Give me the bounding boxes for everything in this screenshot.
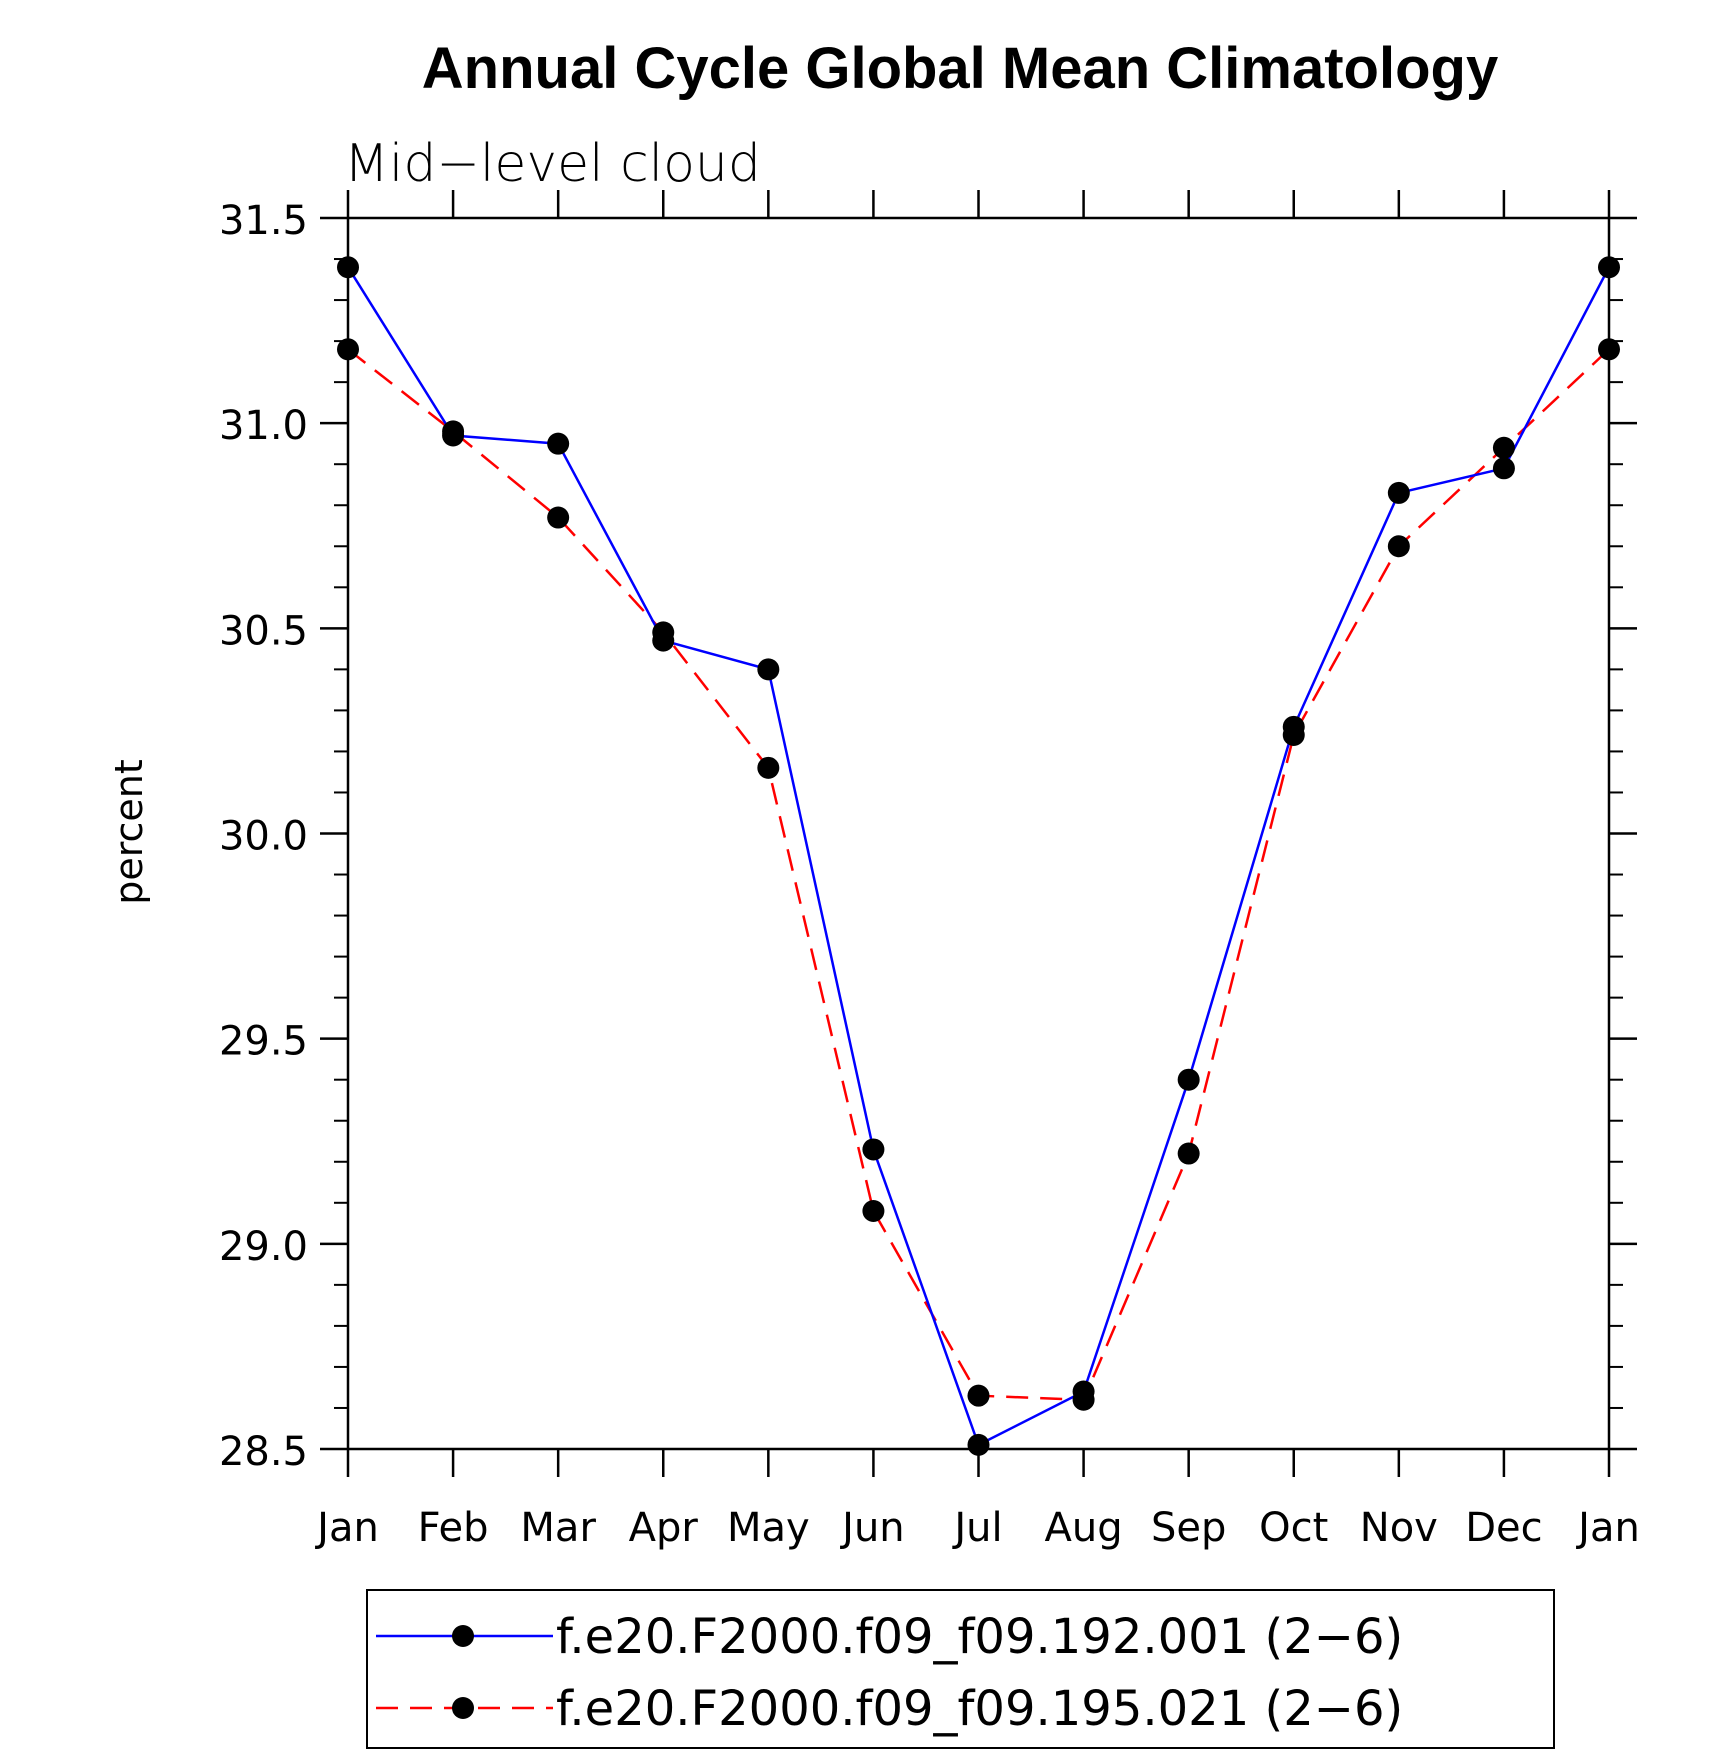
legend-box (366, 1589, 1555, 1749)
x-tick-label: Oct (1259, 1505, 1328, 1551)
data-point (862, 1200, 885, 1223)
x-tick-label: Nov (1360, 1505, 1438, 1551)
legend-marker (452, 1697, 474, 1719)
x-tick-label: Dec (1465, 1505, 1542, 1551)
data-point (967, 1384, 990, 1407)
data-point (1598, 338, 1620, 361)
series-line (346, 266, 1611, 1447)
data-point (1598, 256, 1620, 279)
data-point (757, 658, 780, 681)
data-point (1492, 457, 1515, 480)
y-tick-label: 28.5 (219, 1429, 308, 1475)
y-tick-label: 29.5 (219, 1019, 308, 1065)
data-point (1387, 481, 1410, 504)
y-axis-label: percent (107, 759, 151, 905)
x-tick-label: Aug (1045, 1505, 1123, 1551)
data-point (1387, 535, 1410, 558)
legend-entry-label: f.e20.F2000.f09_f09.195.021 (2−6) (556, 1681, 1403, 1737)
y-tick-label: 31.0 (219, 403, 308, 449)
x-tick-label: Sep (1151, 1505, 1226, 1551)
x-tick-label: Apr (629, 1505, 699, 1551)
y-tick-label: 31.5 (219, 198, 308, 244)
data-point (442, 420, 465, 443)
x-tick-label: Jul (951, 1505, 1002, 1551)
data-point (652, 621, 675, 644)
x-tick-label: Mar (520, 1505, 596, 1551)
data-point (547, 432, 570, 455)
y-tick-label: 29.0 (219, 1224, 308, 1270)
data-point (1177, 1068, 1200, 1091)
chart-title: Annual Cycle Global Mean Climatology (422, 36, 1498, 101)
x-tick-label: May (727, 1505, 810, 1551)
data-point (337, 256, 359, 279)
chart-subtitle: Mid−level cloud (344, 134, 761, 194)
x-tick-label: Jan (1575, 1505, 1640, 1551)
data-point (337, 338, 359, 361)
y-tick-label: 30.0 (219, 814, 308, 860)
axes: Jan Feb Mar Apr May Jun Jul Aug Sep Oct Nov Dec Jan 3… (219, 190, 1640, 1551)
legend-entry-label: f.e20.F2000.f09_f09.192.001 (2−6) (556, 1609, 1403, 1665)
series-line (347, 348, 1610, 1402)
data-point (967, 1433, 990, 1456)
data-point (862, 1138, 885, 1161)
legend: f.e20.F2000.f09_f09.192.001 (2−6) f.e20.F… (366, 1589, 1555, 1749)
data-point (1072, 1388, 1095, 1411)
data-point (1282, 724, 1305, 747)
series-layer (337, 256, 1620, 1456)
data-point (757, 756, 780, 779)
data-point (1177, 1142, 1200, 1165)
data-point (1492, 436, 1515, 459)
x-tick-label: Feb (418, 1505, 489, 1551)
x-tick-label: Jan (314, 1505, 379, 1551)
data-point (547, 506, 570, 529)
y-tick-label: 30.5 (219, 608, 308, 654)
x-tick-label: Jun (839, 1505, 905, 1551)
legend-marker (452, 1625, 474, 1647)
